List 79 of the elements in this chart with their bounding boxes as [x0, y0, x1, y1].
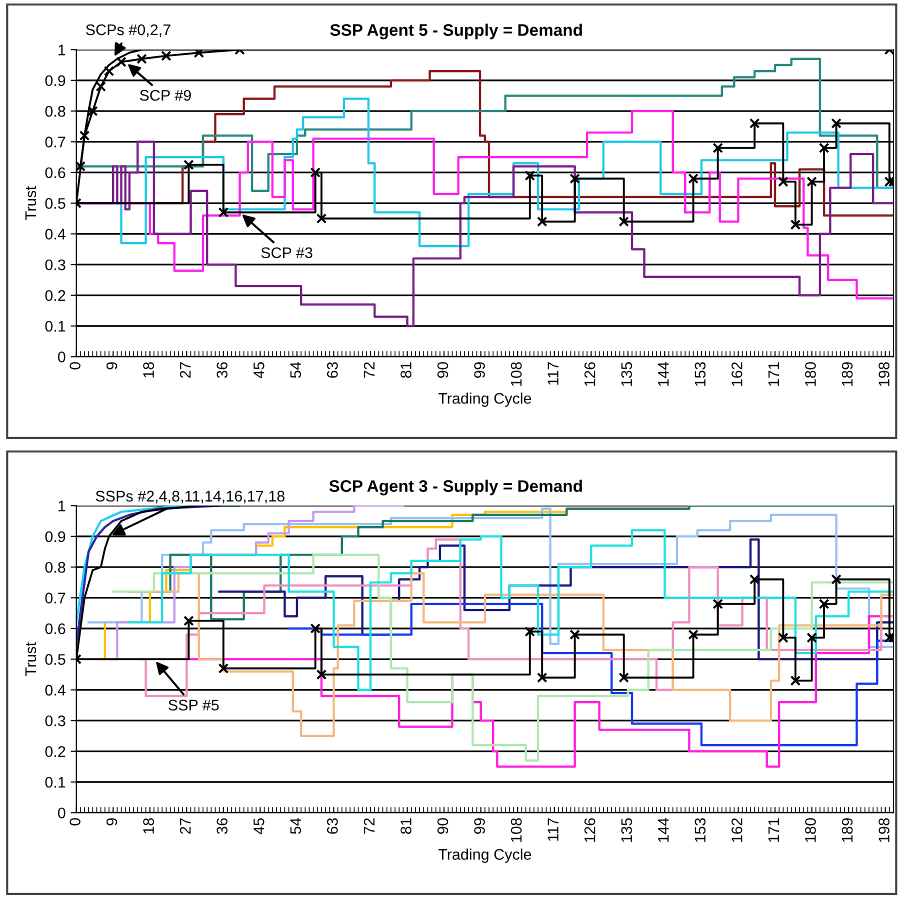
- x-tick-label: 153: [694, 362, 706, 386]
- x-tick-label: 162: [732, 818, 742, 842]
- x-tick-label: 45: [254, 362, 264, 378]
- x-tick-label: 18: [143, 362, 154, 378]
- y-axis-title: Trust: [25, 642, 36, 676]
- y-tick-label: 0.3: [45, 715, 66, 726]
- annotation: SSP #5: [168, 700, 219, 711]
- x-tick-label: 90: [437, 818, 448, 834]
- x-tick-label: 189: [842, 818, 853, 842]
- x-tick-label: 126: [584, 362, 596, 386]
- x-axis-title: Trading Cycle: [438, 392, 532, 407]
- x-tick-label: 117: [548, 362, 558, 385]
- x-tick-label: 18: [143, 818, 154, 834]
- annotation: SCP #9: [140, 90, 191, 101]
- x-tick-label: 117: [548, 818, 558, 841]
- y-axis-title: Trust: [25, 186, 36, 220]
- y-tick-label: 0: [58, 352, 66, 362]
- x-tick-label: 90: [437, 362, 448, 378]
- x-tick-label: 144: [658, 362, 669, 386]
- x-tick-label: 81: [400, 818, 412, 834]
- x-tick-label: 63: [327, 362, 338, 378]
- y-tick-label: 0.5: [45, 198, 66, 209]
- x-tick-label: 27: [180, 362, 191, 378]
- y-tick-label: 0.2: [45, 746, 66, 757]
- x-tick-label: 108: [510, 818, 522, 842]
- x-tick-label: 54: [290, 362, 302, 378]
- annotation: SCPs #0,2,7: [86, 24, 170, 38]
- x-tick-label: 171: [768, 362, 779, 386]
- x-tick-label: 99: [474, 362, 485, 378]
- x-tick-label: 81: [400, 362, 412, 378]
- y-tick-label: 0.9: [45, 75, 66, 86]
- x-tick-label: 189: [842, 362, 853, 386]
- y-tick-label: 0.8: [45, 106, 66, 117]
- x-tick-label: 144: [658, 818, 669, 842]
- x-tick-label: 171: [768, 818, 779, 842]
- x-tick-label: 0: [70, 818, 80, 826]
- y-tick-label: 0.4: [45, 684, 66, 696]
- x-tick-label: 198: [878, 818, 890, 842]
- y-tick-label: 0.4: [45, 228, 66, 240]
- x-tick-label: 162: [732, 362, 742, 386]
- x-tick-label: 72: [364, 362, 374, 378]
- y-tick-label: 0.5: [45, 654, 66, 665]
- annotation: SCP #3: [261, 247, 312, 258]
- x-tick-label: 180: [805, 362, 816, 386]
- y-tick-label: 0.1: [45, 320, 66, 332]
- x-tick-label: 135: [621, 362, 632, 386]
- y-tick-label: 0.7: [45, 592, 66, 604]
- x-tick-label: 72: [364, 818, 374, 834]
- y-tick-label: 0.1: [45, 776, 66, 788]
- x-tick-label: 36: [216, 818, 228, 834]
- x-tick-label: 99: [474, 818, 485, 834]
- y-tick-label: 0.6: [45, 167, 66, 178]
- y-tick-label: 0.7: [45, 136, 66, 148]
- x-tick-label: 54: [290, 818, 302, 834]
- chart-title: SSP Agent 5 - Supply = Demand: [330, 24, 582, 40]
- y-tick-label: 0.9: [45, 531, 66, 542]
- y-tick-label: 0.2: [45, 290, 66, 301]
- x-tick-label: 126: [584, 818, 596, 842]
- y-tick-label: 1: [58, 44, 66, 56]
- x-tick-label: 180: [805, 818, 816, 842]
- annotation: SSPs #2,4,8,11,14,16,17,18: [96, 490, 284, 504]
- x-tick-label: 9: [106, 818, 118, 826]
- x-tick-label: 45: [254, 818, 264, 834]
- y-tick-label: 0.6: [45, 623, 66, 634]
- x-tick-label: 108: [510, 362, 522, 386]
- x-tick-label: 36: [216, 362, 228, 378]
- x-tick-label: 0: [70, 362, 80, 370]
- y-tick-label: 1: [58, 500, 66, 512]
- x-tick-label: 135: [621, 818, 632, 842]
- x-tick-label: 9: [106, 362, 118, 370]
- y-tick-label: 0.3: [45, 259, 66, 270]
- x-tick-label: 27: [180, 818, 191, 834]
- y-tick-label: 0.8: [45, 562, 66, 573]
- chart-title: SCP Agent 3 - Supply = Demand: [329, 480, 582, 496]
- x-axis-title: Trading Cycle: [438, 848, 532, 863]
- x-tick-label: 153: [694, 818, 706, 842]
- y-tick-label: 0: [58, 808, 66, 818]
- x-tick-label: 198: [878, 362, 890, 386]
- x-tick-label: 63: [327, 818, 338, 834]
